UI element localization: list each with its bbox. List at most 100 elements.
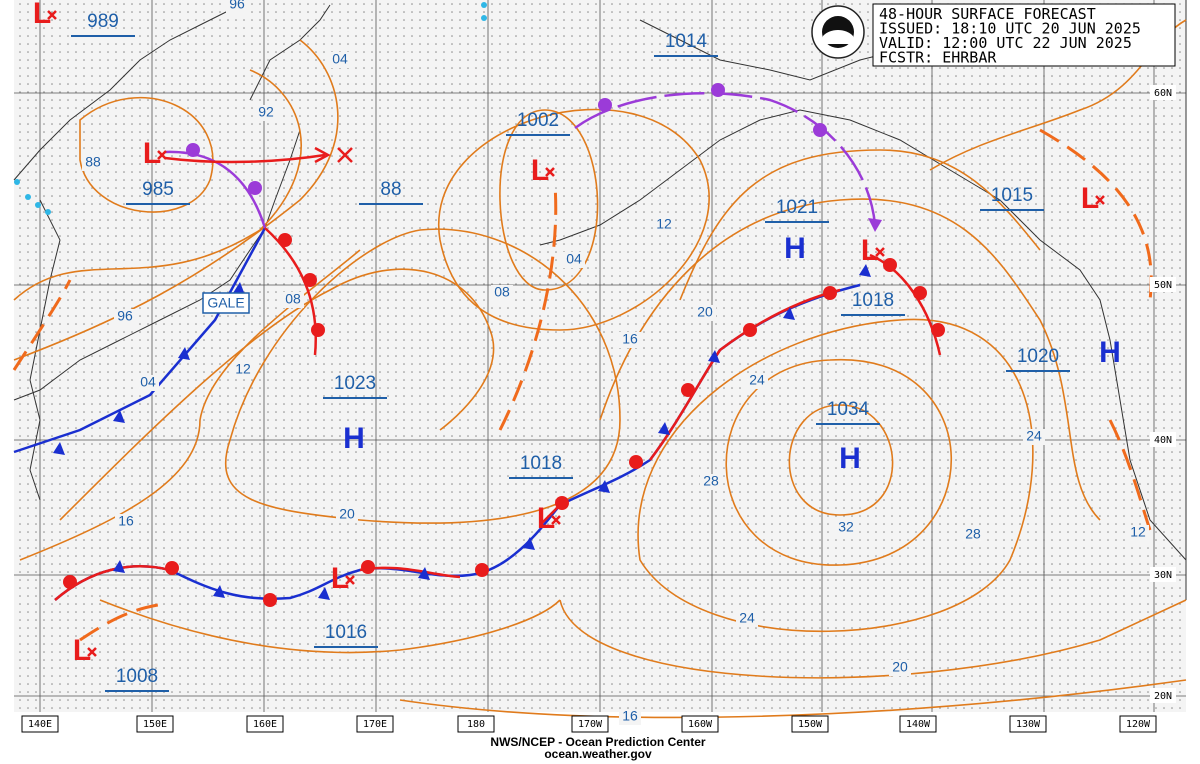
troughs bbox=[12, 128, 1153, 642]
latitude-label: 50N bbox=[1154, 280, 1172, 291]
isobar bbox=[79, 96, 214, 213]
latitude-label: 30N bbox=[1154, 570, 1172, 581]
occluded-front-symbol bbox=[711, 83, 725, 97]
longitude-label: 160E bbox=[253, 719, 277, 730]
isobar-label-bg bbox=[114, 309, 136, 325]
cold-front-triangle bbox=[523, 537, 535, 550]
isobar-label-bg bbox=[746, 373, 768, 389]
isobar-label: 04 bbox=[140, 374, 156, 390]
low-center: L bbox=[143, 137, 161, 170]
cold-front-triangle bbox=[53, 442, 65, 455]
warm-front-semicircle bbox=[263, 593, 277, 607]
longitude-label: 140E bbox=[28, 719, 52, 730]
latitude-label-box bbox=[1150, 277, 1176, 292]
longitude-label: 160W bbox=[688, 719, 713, 730]
high-center: H bbox=[784, 232, 806, 265]
pressure-label: 1014 bbox=[665, 31, 708, 52]
pressure-label: 1021 bbox=[776, 197, 818, 218]
longitude-label: 180 bbox=[467, 719, 485, 730]
isobar-label: 28 bbox=[703, 473, 719, 489]
low-marker bbox=[551, 515, 561, 525]
longitude-label: 130W bbox=[1016, 719, 1041, 730]
longitude-label-box bbox=[21, 715, 59, 733]
isobar-label-bg bbox=[694, 305, 716, 321]
isobar-label: 24 bbox=[1026, 428, 1042, 444]
pressure-label: 1023 bbox=[334, 373, 376, 394]
isobar-label-bg bbox=[1023, 429, 1045, 445]
isobar-label: 16 bbox=[622, 708, 638, 724]
longitude-label-box bbox=[899, 715, 937, 733]
pressure-label: 88 bbox=[380, 179, 401, 200]
pressure-label: 1002 bbox=[517, 110, 559, 131]
latitude-label-box bbox=[1150, 567, 1176, 582]
ice-edge-dot bbox=[481, 2, 487, 8]
isobar-label: 88 bbox=[85, 154, 101, 170]
warm-front-semicircle bbox=[681, 383, 695, 397]
isobar-label-bg bbox=[137, 375, 159, 391]
cold-front-triangle bbox=[213, 585, 225, 598]
isobar bbox=[499, 109, 599, 291]
isobar-label: 20 bbox=[697, 304, 713, 320]
header-title: 48-HOUR SURFACE FORECAST bbox=[879, 5, 1096, 23]
isobar-label-bg bbox=[653, 217, 675, 233]
isobar-label-bg bbox=[282, 292, 304, 308]
warm-front-semicircle bbox=[303, 273, 317, 287]
isobar bbox=[637, 318, 1034, 633]
ice-edge-dot bbox=[25, 194, 31, 200]
isobar-label-bg bbox=[1127, 525, 1149, 541]
gale-label: GALE bbox=[207, 295, 244, 311]
pressure-label: 1008 bbox=[116, 666, 158, 687]
warm-front-semicircle bbox=[629, 455, 643, 469]
map-feature bbox=[337, 147, 353, 163]
pressure-label: 1018 bbox=[520, 453, 562, 474]
isobar bbox=[224, 228, 621, 524]
occluded-front-symbol bbox=[186, 143, 200, 157]
longitude-label: 150E bbox=[143, 719, 167, 730]
isobar-label: 16 bbox=[622, 331, 638, 347]
longitude-label-box bbox=[1009, 715, 1047, 733]
occluded-front-symbol bbox=[813, 123, 827, 137]
low-marker bbox=[875, 247, 885, 257]
warm-front-semicircle bbox=[823, 286, 837, 300]
latitude-label: 40N bbox=[1154, 435, 1172, 446]
isobar-label: 08 bbox=[285, 291, 301, 307]
low-marker bbox=[345, 575, 355, 585]
isobar bbox=[13, 39, 339, 361]
cold-front-triangle bbox=[178, 347, 190, 360]
low-marker bbox=[157, 150, 167, 160]
isobar bbox=[599, 198, 1101, 521]
warm-front-semicircle bbox=[278, 233, 292, 247]
low-marker bbox=[87, 647, 97, 657]
high-center: H bbox=[343, 422, 365, 455]
cold-front-triangle bbox=[113, 410, 125, 423]
pressure-label: 985 bbox=[142, 179, 174, 200]
longitude-label-box bbox=[1119, 715, 1157, 733]
header-box bbox=[872, 3, 1176, 67]
longitude-label-box bbox=[246, 715, 284, 733]
isobar-label-bg bbox=[835, 520, 857, 536]
map-feature bbox=[54, 288, 841, 601]
footer-center: NWS/NCEP - Ocean Prediction Center bbox=[490, 735, 705, 749]
cold-front-triangle bbox=[859, 264, 871, 277]
longitude-label: 150W bbox=[798, 719, 823, 730]
occluded-front-symbol bbox=[868, 218, 882, 232]
isobar bbox=[725, 359, 952, 566]
low-center: L bbox=[861, 234, 879, 267]
map-feature bbox=[164, 153, 326, 164]
isobar-label: 12 bbox=[656, 216, 672, 232]
low-marker bbox=[545, 167, 555, 177]
low-center: L bbox=[73, 634, 91, 667]
warm-front-semicircle bbox=[475, 563, 489, 577]
isobar-label-bg bbox=[329, 52, 351, 68]
high-center: H bbox=[839, 442, 861, 475]
header-forecaster: FCSTR: EHRBAR bbox=[879, 49, 997, 67]
cold-front-triangle bbox=[708, 350, 720, 363]
isobar-label-bg bbox=[889, 660, 911, 676]
isobar-label: 28 bbox=[965, 526, 981, 542]
warm-front-semicircle bbox=[555, 496, 569, 510]
isobar-label: 24 bbox=[749, 372, 765, 388]
isobar bbox=[59, 268, 495, 521]
latitude-label-box bbox=[1150, 688, 1176, 703]
low-center: L bbox=[331, 562, 349, 595]
cold-front-triangle bbox=[418, 567, 430, 580]
